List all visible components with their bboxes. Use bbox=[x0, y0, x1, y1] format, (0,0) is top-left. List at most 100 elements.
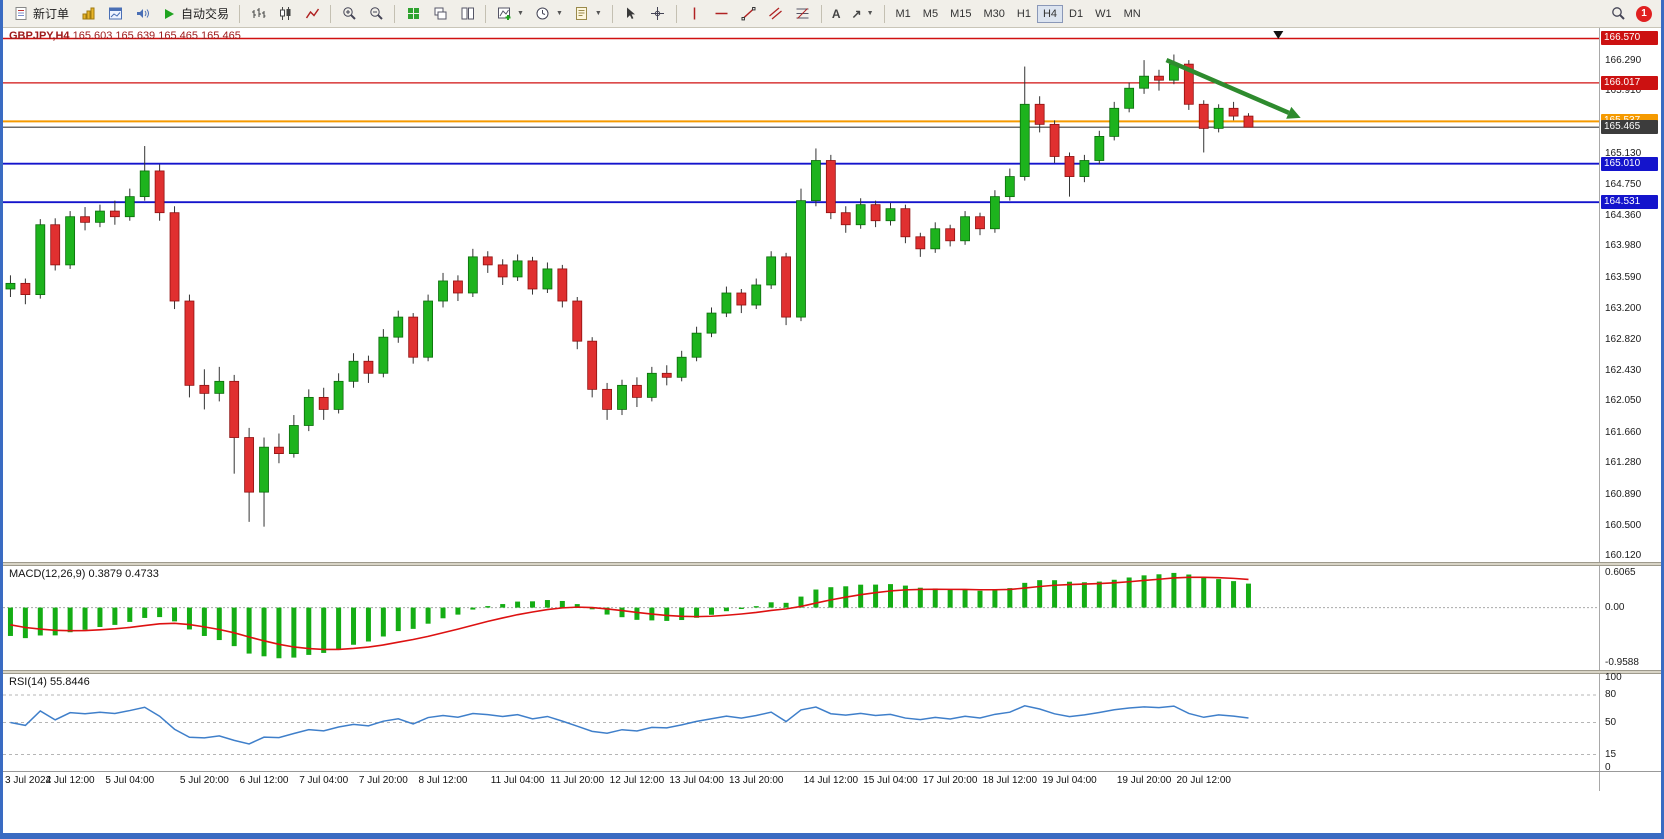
templates-icon bbox=[574, 6, 590, 21]
macd-axis[interactable]: 0.6065 0.00 -0.9588 bbox=[1599, 566, 1661, 670]
toolbar-separator bbox=[485, 4, 487, 23]
time-label: 12 Jul 12:00 bbox=[609, 775, 665, 786]
fibonacci-button[interactable] bbox=[790, 3, 816, 24]
macd-plot[interactable]: MACD(12,26,9) 0.3879 0.4733 bbox=[3, 566, 1599, 670]
alerts-button[interactable] bbox=[129, 3, 155, 24]
price-tick: 164.360 bbox=[1605, 209, 1642, 221]
chart-symbol-period: GBPJPY,H4 bbox=[9, 30, 70, 42]
zoom-in-icon bbox=[341, 6, 357, 21]
candle bbox=[154, 170, 165, 214]
rsi-name: RSI(14) bbox=[9, 676, 47, 688]
dropdown-arrow-icon: ▼ bbox=[594, 10, 602, 17]
rsi-axis[interactable]: 100 80 50 15 0 bbox=[1599, 672, 1661, 773]
candle bbox=[527, 260, 538, 290]
time-axis[interactable]: 3 Jul 2022 4 Jul 12:00 5 Jul 04:00 5 Jul 20… bbox=[3, 771, 1661, 791]
tile-windows-icon bbox=[405, 6, 421, 21]
rsi-plot[interactable]: RSI(14) 55.8446 bbox=[3, 674, 1599, 771]
panel-divider[interactable] bbox=[3, 670, 1661, 674]
trendline-button[interactable] bbox=[736, 3, 762, 24]
macd-name: MACD(12,26,9) bbox=[9, 568, 86, 580]
candle bbox=[930, 228, 941, 250]
timeframe-m30[interactable]: M30 bbox=[977, 5, 1010, 23]
vertical-line-button[interactable] bbox=[682, 3, 708, 24]
periods-clock-icon bbox=[535, 6, 551, 21]
new-order-button[interactable]: 新订单 bbox=[8, 2, 74, 25]
candle bbox=[50, 224, 61, 266]
crosshair-button[interactable] bbox=[645, 3, 671, 24]
macd-histogram bbox=[7, 572, 1251, 659]
periods-button[interactable]: ▼ bbox=[530, 3, 568, 24]
candle bbox=[1243, 115, 1254, 128]
timeframe-mn[interactable]: MN bbox=[1118, 5, 1147, 23]
timeframe-d1[interactable]: D1 bbox=[1063, 5, 1089, 23]
candle bbox=[1094, 136, 1105, 161]
zoom-out-button[interactable] bbox=[363, 3, 389, 24]
timeframe-h4[interactable]: H4 bbox=[1036, 4, 1064, 23]
templates-button[interactable]: ▼ bbox=[569, 3, 607, 24]
candle bbox=[378, 336, 389, 374]
text-label-icon: A bbox=[831, 6, 841, 21]
toolbar-separator bbox=[820, 4, 822, 23]
main-chart-plot[interactable]: GBPJPY,H4 165.603 165.639 165.465 165.46… bbox=[3, 28, 1599, 562]
autotrading-button[interactable]: 自动交易 bbox=[156, 2, 234, 25]
crosshair-icon bbox=[650, 6, 666, 21]
cascade-windows-button[interactable] bbox=[427, 3, 453, 24]
tile-vertical-button[interactable] bbox=[454, 3, 480, 24]
candle bbox=[288, 425, 299, 454]
trend-arrow[interactable] bbox=[1165, 58, 1290, 115]
rsi-chart[interactable] bbox=[3, 674, 1599, 771]
price-tick: 160.500 bbox=[1605, 519, 1642, 531]
candle bbox=[945, 228, 956, 242]
notification-count: 1 bbox=[1641, 8, 1647, 19]
candle bbox=[109, 210, 120, 218]
candle bbox=[721, 292, 732, 314]
candle bbox=[244, 437, 255, 493]
candlestick-chart-button[interactable] bbox=[272, 3, 298, 24]
indicators-button[interactable]: ▼ bbox=[491, 3, 529, 24]
chart-window-button[interactable] bbox=[102, 3, 128, 24]
cursor-button[interactable] bbox=[618, 3, 644, 24]
time-label: 3 Jul 2022 bbox=[5, 775, 52, 786]
horizontal-line-button[interactable] bbox=[709, 3, 735, 24]
notification-badge[interactable]: 1 bbox=[1636, 5, 1652, 22]
candle bbox=[766, 256, 777, 286]
timeframe-m5[interactable]: M5 bbox=[917, 5, 944, 23]
bar-chart-button[interactable] bbox=[245, 3, 271, 24]
search-button[interactable] bbox=[1605, 3, 1631, 24]
macd-label: MACD(12,26,9) 0.3879 0.4733 bbox=[9, 568, 159, 580]
dropdown-arrow-icon: ▼ bbox=[866, 10, 874, 17]
panel-divider[interactable] bbox=[3, 562, 1661, 566]
price-tag-165.465: 165.465 bbox=[1601, 120, 1658, 135]
tile-windows-button[interactable] bbox=[400, 3, 426, 24]
candle bbox=[184, 300, 195, 386]
candle bbox=[80, 216, 90, 223]
candlestick-chart[interactable] bbox=[3, 28, 1599, 562]
timeframe-w1[interactable]: W1 bbox=[1089, 5, 1118, 23]
line-chart-button[interactable] bbox=[299, 3, 325, 24]
timeframe-group: M1 M5 M15 M30 H1 H4 D1 W1 MN bbox=[890, 4, 1147, 23]
top-marker[interactable] bbox=[1273, 31, 1284, 39]
candle bbox=[1109, 107, 1120, 137]
channel-button[interactable] bbox=[763, 3, 789, 24]
axis-corner bbox=[1599, 772, 1661, 791]
price-tick: 164.750 bbox=[1605, 178, 1642, 190]
text-label-button[interactable]: A bbox=[827, 5, 846, 23]
new-order-label: 新订单 bbox=[33, 7, 70, 21]
price-axis[interactable]: 166.290 165.910 165.130 164.750 164.360 163.9… bbox=[1599, 28, 1661, 562]
metaeditor-button[interactable] bbox=[75, 3, 101, 24]
candle bbox=[975, 216, 985, 230]
price-tick: 165.130 bbox=[1605, 148, 1642, 160]
zoom-in-button[interactable] bbox=[336, 3, 362, 24]
timeframe-m1[interactable]: M1 bbox=[890, 5, 917, 23]
timeframe-m15[interactable]: M15 bbox=[944, 5, 977, 23]
rsi-tick: 80 bbox=[1605, 689, 1617, 701]
macd-chart[interactable] bbox=[3, 566, 1599, 670]
time-label: 5 Jul 20:00 bbox=[179, 775, 229, 786]
timeframe-h1[interactable]: H1 bbox=[1011, 5, 1037, 23]
candle bbox=[303, 396, 314, 426]
time-label: 7 Jul 04:00 bbox=[299, 775, 349, 786]
price-tag-166.017: 166.017 bbox=[1601, 75, 1658, 90]
candles bbox=[5, 54, 1254, 527]
arrows-button[interactable]: ↗ ▼ bbox=[847, 5, 879, 23]
trend-arrow-head[interactable] bbox=[1286, 106, 1301, 119]
